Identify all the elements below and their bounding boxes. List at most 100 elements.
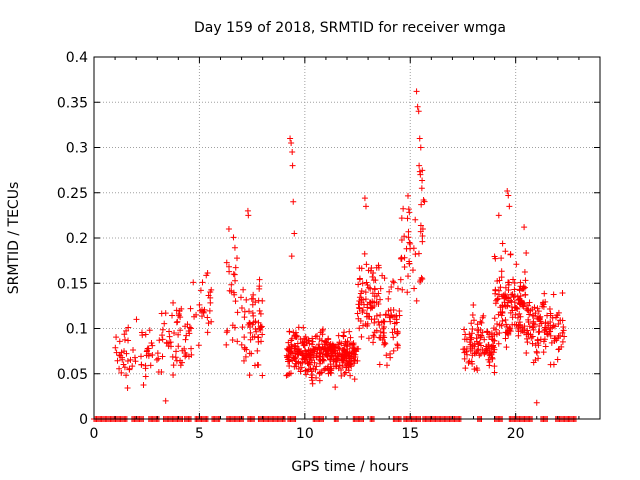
data-point xyxy=(254,361,261,368)
data-point xyxy=(173,348,180,355)
data-point xyxy=(482,346,489,353)
data-point xyxy=(461,355,468,362)
data-point xyxy=(550,291,557,298)
data-point xyxy=(479,329,486,336)
data-point xyxy=(517,292,524,299)
data-point xyxy=(356,325,363,332)
data-point xyxy=(302,354,309,361)
data-point xyxy=(113,334,120,341)
data-point xyxy=(177,362,184,369)
data-point xyxy=(522,277,529,284)
data-point xyxy=(485,356,492,363)
data-point xyxy=(325,336,332,343)
data-point xyxy=(394,330,401,337)
data-point xyxy=(292,332,299,339)
data-point xyxy=(206,307,213,314)
data-point xyxy=(406,239,413,246)
data-point xyxy=(416,168,423,175)
data-point xyxy=(351,358,358,365)
data-points xyxy=(91,88,579,422)
data-point xyxy=(345,364,352,371)
data-point xyxy=(490,337,497,344)
data-point xyxy=(514,314,521,321)
data-point xyxy=(404,192,411,199)
data-point xyxy=(508,291,515,298)
data-point xyxy=(388,283,395,290)
data-point xyxy=(492,326,499,333)
data-point xyxy=(505,281,512,288)
data-point xyxy=(542,319,549,326)
data-point xyxy=(417,278,424,285)
data-point xyxy=(203,272,210,279)
data-point xyxy=(517,313,524,320)
data-point xyxy=(516,310,523,317)
data-point xyxy=(208,286,215,293)
data-point xyxy=(332,384,339,391)
data-point xyxy=(551,323,558,330)
data-point xyxy=(247,336,254,343)
data-point xyxy=(498,322,505,329)
data-point xyxy=(542,343,549,350)
data-point xyxy=(412,251,419,258)
data-point xyxy=(182,323,189,330)
data-point xyxy=(361,250,368,257)
y-tick-label: 0.3 xyxy=(66,141,88,157)
data-point xyxy=(371,319,378,326)
data-point xyxy=(351,376,358,383)
data-point xyxy=(289,350,296,357)
y-tick-label: 0.2 xyxy=(66,231,88,247)
data-point xyxy=(295,348,302,355)
data-point xyxy=(476,352,483,359)
data-point xyxy=(380,318,387,325)
data-point xyxy=(511,279,518,286)
data-point xyxy=(369,273,376,280)
data-point xyxy=(355,301,362,308)
data-point xyxy=(241,314,248,321)
data-point xyxy=(529,312,536,319)
data-point-spike xyxy=(245,212,252,219)
data-point xyxy=(240,357,247,364)
data-point-spike xyxy=(225,225,232,232)
data-point xyxy=(323,339,330,346)
data-point xyxy=(389,329,396,336)
data-point xyxy=(481,336,488,343)
data-point xyxy=(123,350,130,357)
data-point xyxy=(148,339,155,346)
data-point xyxy=(393,316,400,323)
data-point xyxy=(463,336,470,343)
data-point xyxy=(143,352,150,359)
data-point xyxy=(175,343,182,350)
data-point xyxy=(389,278,396,285)
data-point xyxy=(295,359,302,366)
data-point xyxy=(232,277,239,284)
data-point xyxy=(367,267,374,274)
data-point xyxy=(338,357,345,364)
data-point xyxy=(398,254,405,261)
data-point xyxy=(186,324,193,331)
data-point xyxy=(529,340,536,347)
data-point xyxy=(379,272,386,279)
data-point xyxy=(495,340,502,347)
data-point xyxy=(468,320,475,327)
data-point-spike xyxy=(291,230,298,237)
data-point xyxy=(340,333,347,340)
data-point xyxy=(208,318,215,325)
data-point xyxy=(172,354,179,361)
data-point xyxy=(534,305,541,312)
data-point xyxy=(502,284,509,291)
data-point xyxy=(142,331,149,338)
data-point xyxy=(383,352,390,359)
data-point xyxy=(255,297,262,304)
data-point xyxy=(159,326,166,333)
data-point xyxy=(360,322,367,329)
data-point xyxy=(511,286,518,293)
data-point xyxy=(121,336,128,343)
data-point xyxy=(557,317,564,324)
data-point xyxy=(405,234,412,241)
data-point xyxy=(286,328,293,335)
data-point xyxy=(376,322,383,329)
data-point xyxy=(238,341,245,348)
data-point xyxy=(248,295,255,302)
data-point xyxy=(174,318,181,325)
data-point xyxy=(507,251,514,258)
